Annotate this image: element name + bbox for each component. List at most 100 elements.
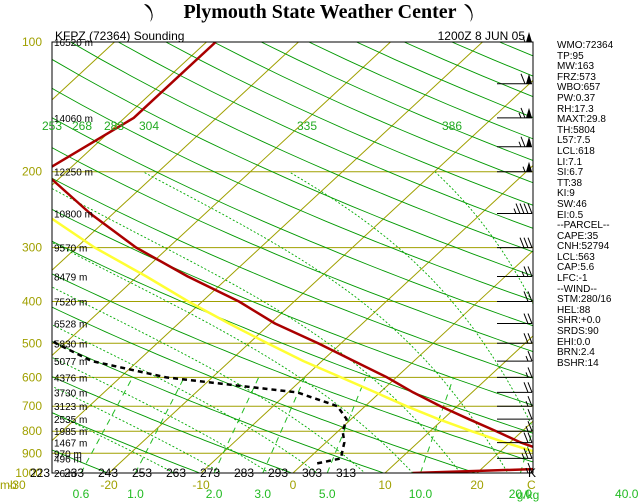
stability-index-item: STM:280/16 (557, 294, 612, 306)
dry-adiabat-line (52, 240, 533, 434)
mixing-ratio-line (419, 377, 454, 473)
stability-index-item: TP:95 (557, 50, 584, 62)
mixing-ratio-tick-label: 3.0 (254, 487, 271, 501)
stability-index-item: --PARCEL-- (557, 220, 610, 232)
wind-barb-flag (520, 107, 526, 119)
height-tick-label: 14060 m (54, 114, 93, 125)
wind-barb-flag (523, 382, 529, 393)
mixing-ratio-line (80, 377, 133, 473)
sounding-station-label: KFPZ (72364) Sounding (55, 29, 184, 43)
dry-adiabat-line (52, 449, 109, 473)
wind-barb-flag (515, 203, 521, 214)
pressure-tick-label: 700 (22, 399, 42, 413)
height-tick-label: 16520 m (54, 38, 93, 49)
wind-barb-flag (527, 421, 533, 432)
height-tick-label: 1467 m (54, 439, 87, 450)
dry-adiabat-line (70, 42, 533, 253)
isotherm-line (0, 42, 22, 473)
wind-barb (497, 237, 533, 249)
stability-index-item: MAXT:29.8 (557, 114, 606, 126)
wind-barb-pennant (526, 161, 532, 172)
wind-barb (497, 432, 533, 444)
wind-barb (497, 421, 533, 432)
theta-top-label: 386 (442, 119, 462, 133)
wind-barb-half-flag (521, 271, 525, 277)
isotherm-line (200, 164, 533, 473)
mixing-ratio-line (519, 426, 533, 473)
stability-index-item: LCL:563 (557, 251, 595, 263)
theta-tick-label: 243 (98, 466, 118, 480)
wind-barb-flag (527, 448, 533, 459)
stability-index-item: L57:7.5 (557, 135, 591, 147)
height-tick-label: 3123 m (54, 402, 87, 413)
wind-barb-half-flag (525, 355, 529, 362)
temperature-tick-label: -10 (192, 478, 210, 492)
dry-adiabat-line (52, 147, 533, 353)
stability-index-item: EHI:0.0 (557, 336, 591, 348)
wind-barb-pennant (526, 136, 532, 147)
wind-barb-flag (519, 237, 525, 248)
wind-barb (497, 32, 532, 43)
stability-index-item: LI:7.1 (557, 156, 583, 168)
temperature-tick-label: 20 (470, 478, 484, 492)
height-tick-label: 6528 m (54, 320, 87, 331)
theta-tick-label: 233 (64, 466, 84, 480)
wind-barb-half-flag (525, 401, 529, 407)
stability-index-item: CAP:5.6 (557, 262, 595, 274)
stability-index-item: TT:38 (557, 177, 583, 189)
stability-index-item: BRN:2.4 (557, 347, 595, 359)
wind-barb (497, 408, 533, 420)
theta-unit-label: K (528, 466, 536, 480)
weather-symbol-stroke (464, 4, 473, 22)
moist-adiabat-line (52, 286, 366, 473)
stability-index-list: WMO:72364 TP:95 MW:163 FRZ:573 WBO:657 PW:0.3… (557, 40, 640, 369)
wind-barbs (497, 32, 533, 474)
wind-barb-half-flag (518, 141, 522, 147)
theta-top-label: 283 (104, 119, 124, 133)
wind-barb-flag (527, 462, 533, 474)
dry-adiabat-line (52, 340, 385, 473)
height-tick-label: 12250 m (54, 168, 93, 179)
wind-barb-flag (527, 382, 533, 393)
theta-tick-label: 313 (336, 466, 356, 480)
pressure-tick-label: 100 (22, 35, 42, 49)
stability-index-item: SW:46 (557, 198, 587, 210)
stability-index-item: CAPE:35 (557, 230, 599, 242)
isotherm-line (108, 79, 533, 473)
moist-adiabat-line (142, 171, 509, 473)
wind-barb-flag (519, 203, 525, 214)
pressure-tick-label: 300 (22, 241, 42, 255)
dewpoint-trace-line (52, 338, 348, 465)
theta-tick-label: 263 (166, 466, 186, 480)
isotherm-line (52, 42, 391, 357)
dry-adiabat-line (52, 117, 533, 327)
stability-index-item: SI:6.7 (557, 167, 584, 179)
wind-barb (497, 382, 533, 393)
stability-index-item: --WIND-- (557, 283, 597, 295)
wind-barb (497, 203, 533, 215)
stability-index-item: RH:17.3 (557, 103, 594, 115)
isotherm-line (384, 335, 533, 473)
dry-adiabat-line (118, 42, 533, 229)
dry-adiabat-line (52, 177, 533, 379)
stability-index-item: LCL:618 (557, 145, 595, 157)
weather-symbol-icon (144, 4, 153, 22)
pressure-tick-label: 400 (22, 294, 42, 308)
wind-barb-flag (527, 333, 533, 344)
wind-barb-flag (523, 432, 529, 443)
moist-adiabat-line (52, 324, 318, 473)
height-tick-label: 4376 m (54, 373, 87, 384)
dry-adiabat-line (52, 87, 533, 302)
wind-barb-half-flag (521, 453, 525, 459)
wind-barb-flag (527, 237, 533, 248)
dry-adiabat-line (52, 208, 533, 406)
temperature-tick-label: -20 (100, 478, 118, 492)
mixing-ratio-tick-label: 20.0 (509, 487, 533, 501)
stability-index-item: FRZ:573 (557, 71, 596, 83)
stability-index-item: HEL:88 (557, 304, 591, 316)
wind-barb-flag (527, 266, 533, 277)
theta-tick-label: 223 (30, 466, 50, 480)
dry-adiabat-line (52, 58, 533, 277)
height-tick-label: 5077 m (54, 357, 87, 368)
plot-frame (51, 41, 534, 474)
